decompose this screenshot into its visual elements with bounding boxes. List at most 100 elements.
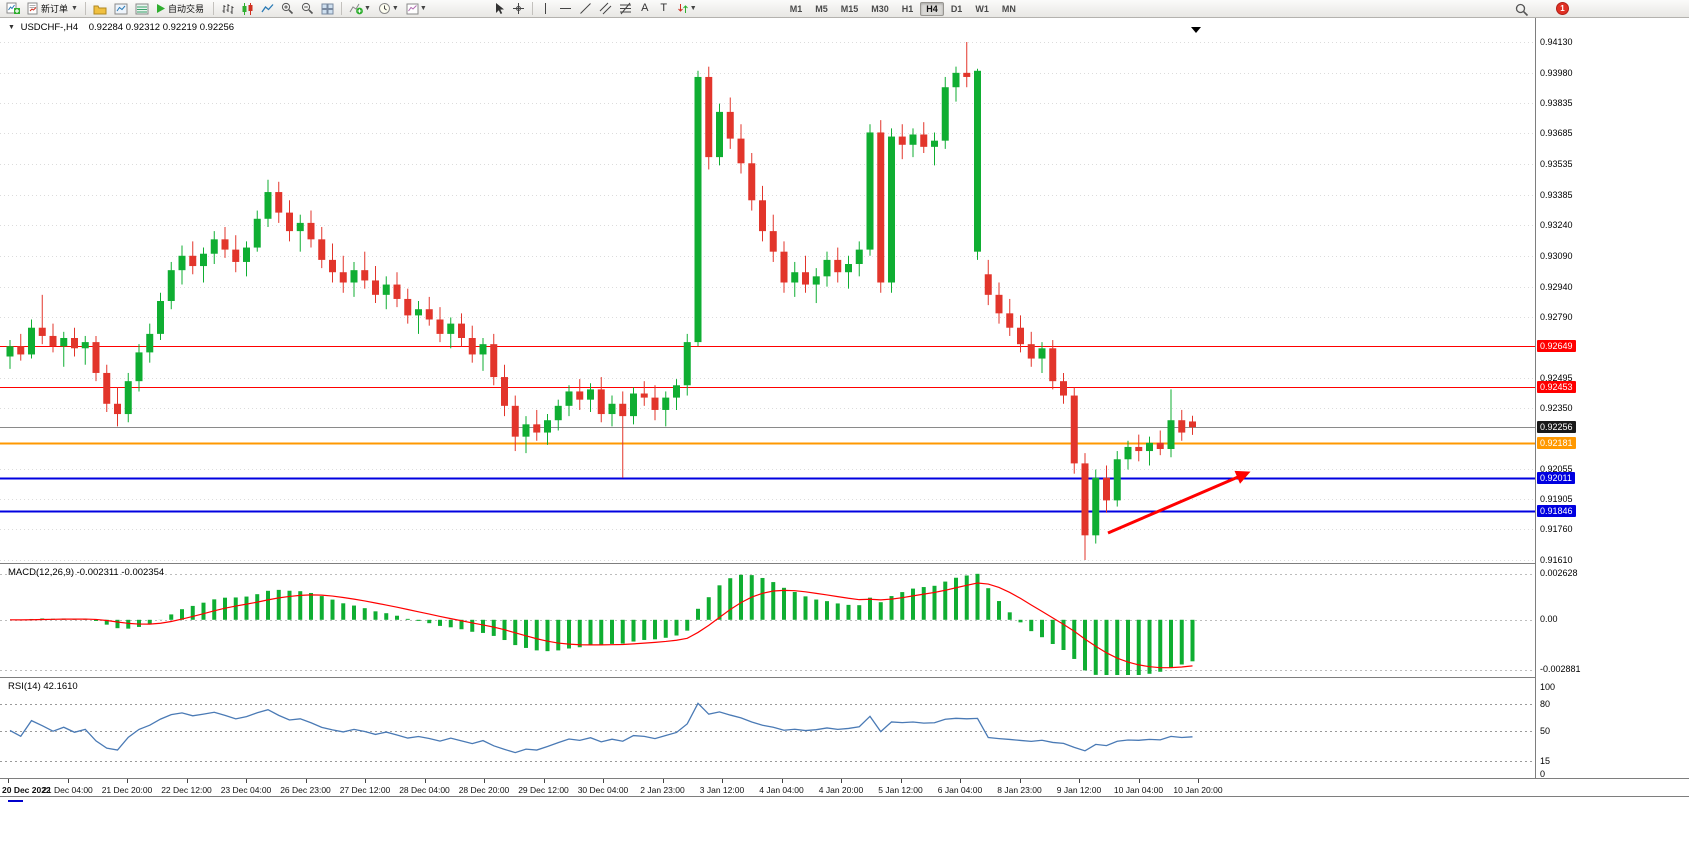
- candle-body: [221, 239, 229, 250]
- templates-button[interactable]: ▼: [403, 1, 430, 17]
- time-axis-label: 6 Jan 04:00: [937, 785, 983, 795]
- candle-body: [1103, 477, 1110, 501]
- price-level-label: 0.92181: [1537, 436, 1576, 449]
- timeframe-button-d1[interactable]: D1: [950, 3, 963, 14]
- timeframe-button-h1[interactable]: H1: [901, 3, 914, 14]
- main-chart-canvas[interactable]: [0, 18, 1535, 563]
- price-axis-label: 0.93685: [1540, 128, 1573, 139]
- candle-body: [490, 344, 498, 378]
- candle-body: [200, 253, 207, 267]
- macd-indicator-canvas[interactable]: [0, 563, 1535, 677]
- candle-body: [393, 284, 401, 299]
- candle-body: [662, 397, 670, 410]
- candle-body: [210, 239, 218, 254]
- arrow-head: [1234, 470, 1251, 484]
- timeframe-button-m15[interactable]: M15: [840, 3, 859, 14]
- symbol-period-label: USDCHF-,H4: [20, 22, 79, 33]
- data-window-button[interactable]: [132, 1, 152, 17]
- bar-chart-button[interactable]: [218, 1, 237, 17]
- price-axis-label: 0.92055: [1540, 463, 1573, 474]
- text-label-button[interactable]: T: [655, 1, 673, 17]
- market-watch-button[interactable]: [111, 1, 131, 17]
- cursor-button[interactable]: [490, 1, 508, 17]
- new-chart-button[interactable]: [3, 1, 23, 17]
- candle-body: [984, 274, 992, 295]
- candle-body: [307, 222, 315, 240]
- candle-body: [243, 247, 250, 262]
- line-chart-button[interactable]: [258, 1, 277, 17]
- candle-body: [963, 72, 971, 77]
- candle-body: [683, 342, 691, 386]
- candle-body: [382, 284, 390, 295]
- time-axis-tick: [722, 779, 723, 783]
- time-axis-tick: [67, 779, 69, 783]
- periods-button[interactable]: ▼: [375, 1, 402, 17]
- time-axis-label: 26 Dec 23:00: [280, 785, 331, 795]
- candle-body: [759, 200, 766, 232]
- candle-body: [436, 319, 444, 334]
- candlestick-chart-button[interactable]: [238, 1, 257, 17]
- new-order-button[interactable]: 新订单 ▼: [24, 1, 81, 17]
- candle-body: [49, 335, 57, 347]
- blue-line-fragment: [8, 800, 23, 802]
- time-axis-tick: [127, 779, 128, 783]
- candle-body: [522, 424, 530, 437]
- candle-body: [812, 276, 820, 285]
- macd-axis-label: 0.00: [1540, 613, 1558, 624]
- notification-badge[interactable]: 1: [1556, 2, 1569, 15]
- crosshair-button[interactable]: [509, 1, 528, 17]
- equidistant-channel-button[interactable]: [596, 1, 615, 17]
- chevron-down-icon: ▼: [391, 5, 399, 12]
- time-axis[interactable]: 20 Dec 2022 21 Dec 04:00 21 Dec 20:00 22 De…: [0, 778, 1689, 797]
- candle-body: [1060, 381, 1067, 396]
- candle-body: [264, 192, 272, 219]
- rsi-axis-label: 100: [1540, 682, 1556, 692]
- candle-body: [1156, 442, 1164, 449]
- timeframe-button-m1[interactable]: M1: [789, 3, 803, 14]
- candle-body: [791, 272, 799, 283]
- price-level-label: 0.92011: [1537, 471, 1575, 484]
- fibonacci-retracement-button[interactable]: [616, 1, 635, 17]
- rsi-indicator-canvas[interactable]: [0, 677, 1535, 778]
- candle-body: [608, 403, 616, 415]
- horizontal-line-button[interactable]: [556, 1, 575, 17]
- text-button[interactable]: A: [636, 1, 654, 17]
- candle-body: [92, 342, 100, 373]
- timeframe-group: M1 M5 M15 M30 H1 H4 D1 W1 MN: [784, 1, 1022, 16]
- timeframe-button-w1[interactable]: W1: [975, 3, 989, 14]
- vertical-line-button[interactable]: [537, 1, 555, 17]
- price-level-label: 0.92453: [1537, 380, 1576, 393]
- tile-windows-button[interactable]: [318, 1, 337, 17]
- zoom-out-button[interactable]: [298, 1, 317, 17]
- candle-body: [253, 218, 261, 248]
- timeframe-button-m30[interactable]: M30: [871, 3, 889, 14]
- auto-trading-button[interactable]: 自动交易: [153, 1, 209, 17]
- chart-title: ▼ USDCHF-,H4 0.92284 0.92312 0.92219 0.9…: [8, 22, 234, 33]
- candle-body: [834, 259, 842, 273]
- timeframe-button-h4[interactable]: H4: [920, 1, 944, 16]
- price-axis[interactable]: 0.94130 0.93980 0.93835 0.93685 0.93535 0.933…: [1535, 18, 1689, 797]
- search-button[interactable]: [1512, 2, 1532, 18]
- collapse-icon[interactable]: ▼: [8, 24, 15, 31]
- candle-body: [178, 255, 186, 271]
- time-axis-label: 8 Jan 23:00: [997, 785, 1042, 795]
- time-axis-label: 28 Dec 04:00: [399, 785, 450, 795]
- price-axis-label: 0.93090: [1540, 250, 1573, 261]
- candle-body: [587, 389, 594, 400]
- time-axis-label: 22 Dec 12:00: [161, 785, 212, 795]
- candle-body: [361, 270, 369, 281]
- timeframe-button-mn[interactable]: MN: [1001, 3, 1016, 14]
- indicators-button[interactable]: ▼: [346, 1, 374, 17]
- time-axis-label: 10 Jan 20:00: [1173, 785, 1223, 795]
- timeframe-button-m5[interactable]: M5: [815, 3, 828, 14]
- rsi-line: [9, 702, 1193, 754]
- arrows-button[interactable]: ▼: [674, 1, 700, 17]
- time-axis-tick: [186, 779, 188, 783]
- zoom-in-button[interactable]: [278, 1, 297, 17]
- candle-body: [6, 346, 14, 357]
- profiles-button[interactable]: [90, 1, 110, 17]
- trendline-button[interactable]: [576, 1, 595, 17]
- letter-a-icon: A: [641, 2, 649, 14]
- time-axis-label: 21 Dec 04:00: [42, 785, 93, 795]
- candle-body: [479, 344, 487, 355]
